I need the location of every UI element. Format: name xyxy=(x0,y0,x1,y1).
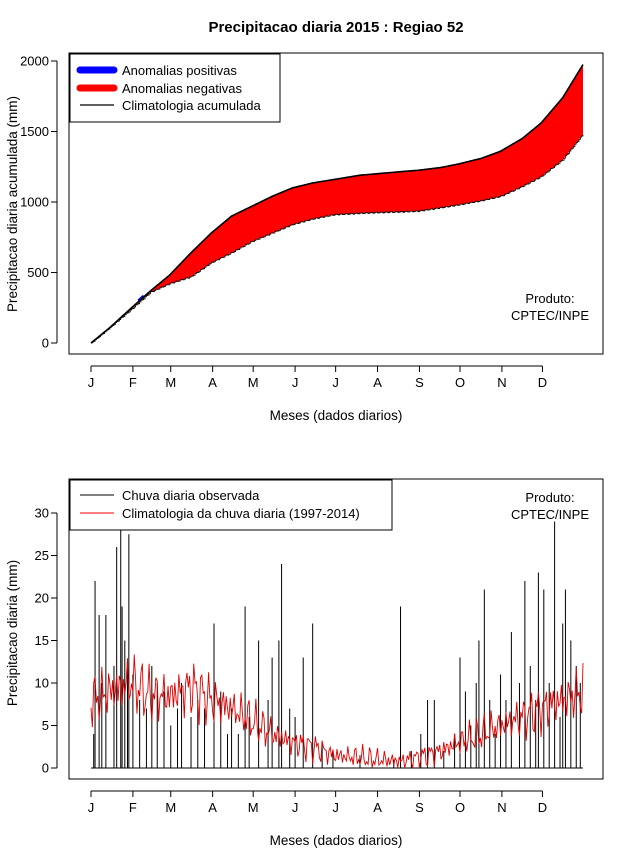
y-tick-label: 500 xyxy=(27,265,49,280)
legend-label-negative: Anomalias negativas xyxy=(122,81,242,96)
x-tick-label: M xyxy=(248,800,259,815)
x-tick-label: M xyxy=(165,375,176,390)
x-tick-label: F xyxy=(129,375,137,390)
x-tick-label: S xyxy=(415,375,424,390)
x-tick-label: J xyxy=(292,375,299,390)
x-tick-label: J xyxy=(332,375,339,390)
x-tick-label: F xyxy=(129,800,137,815)
bottom-legend: Chuva diaria observada Climatologia da c… xyxy=(69,479,393,531)
x-tick-label: N xyxy=(497,375,506,390)
x-tick-label: J xyxy=(292,800,299,815)
x-tick-label: J xyxy=(332,800,339,815)
x-tick-label: D xyxy=(538,800,547,815)
bottom-y-axis-label: Precipitacao diaria (mm) xyxy=(5,560,20,706)
y-tick-label: 15 xyxy=(35,633,49,648)
x-tick-label: D xyxy=(538,375,547,390)
y-tick-label: 0 xyxy=(42,761,49,776)
bottom-plot-frame xyxy=(68,478,604,780)
legend-label-observed: Chuva diaria observada xyxy=(122,488,260,503)
x-tick-label: A xyxy=(208,800,217,815)
bottom-credit-line1: Produto: xyxy=(525,490,574,505)
positive-anomaly-area xyxy=(137,294,145,302)
y-tick-label: 1500 xyxy=(20,124,49,139)
x-tick-label: J xyxy=(88,800,95,815)
x-tick-label: A xyxy=(208,375,217,390)
observed-cumulative-line xyxy=(91,134,584,344)
y-tick-label: 30 xyxy=(35,506,49,521)
legend-label-positive: Anomalias positivas xyxy=(122,63,237,78)
x-tick-label: O xyxy=(455,375,465,390)
bottom-credit-line2: CPTEC/INPE xyxy=(511,507,589,522)
top-credit-line2: CPTEC/INPE xyxy=(511,308,589,323)
x-tick-label: M xyxy=(165,800,176,815)
daily-climatology-line xyxy=(90,654,584,769)
legend-label-climatology: Climatologia acumulada xyxy=(122,98,262,113)
bottom-legend-box xyxy=(69,479,393,531)
figure-title: Precipitacao diaria 2015 : Regiao 52 xyxy=(208,19,463,36)
y-tick-label: 25 xyxy=(35,548,49,563)
x-tick-label: J xyxy=(88,375,95,390)
x-tick-label: M xyxy=(248,375,259,390)
x-tick-label: N xyxy=(497,800,506,815)
y-tick-label: 10 xyxy=(35,676,49,691)
bottom-x-axis-label: Meses (dados diarios) xyxy=(270,833,403,848)
x-tick-label: A xyxy=(373,375,382,390)
x-tick-label: S xyxy=(415,800,424,815)
y-tick-label: 5 xyxy=(42,718,49,733)
top-chart: J F M A M J J A S O N D 0 500 1000 1500 2000 Meses (dado… xyxy=(5,52,604,423)
x-tick-label: O xyxy=(455,800,465,815)
negative-anomaly-area xyxy=(91,64,583,344)
top-credit-line1: Produto: xyxy=(525,291,574,306)
y-tick-label: 0 xyxy=(42,336,49,351)
bottom-chart: J F M A M J J A S O N D 0 5 10 15 20 25 30 Meses (dados di… xyxy=(5,478,604,848)
y-tick-label: 20 xyxy=(35,591,49,606)
climatology-cumulative-line xyxy=(90,64,584,344)
legend-label-daily-climatology: Climatologia da chuva diaria (1997-2014) xyxy=(122,506,360,521)
top-plot-frame xyxy=(68,52,604,355)
y-tick-label: 2000 xyxy=(20,54,49,69)
top-y-axis-label: Precipitacao diaria acumulada (mm) xyxy=(5,96,20,312)
top-legend: Anomalias positivas Anomalias negativas … xyxy=(69,53,281,123)
top-x-axis-label: Meses (dados diarios) xyxy=(270,408,403,423)
x-tick-label: A xyxy=(373,800,382,815)
y-tick-label: 1000 xyxy=(20,195,49,210)
